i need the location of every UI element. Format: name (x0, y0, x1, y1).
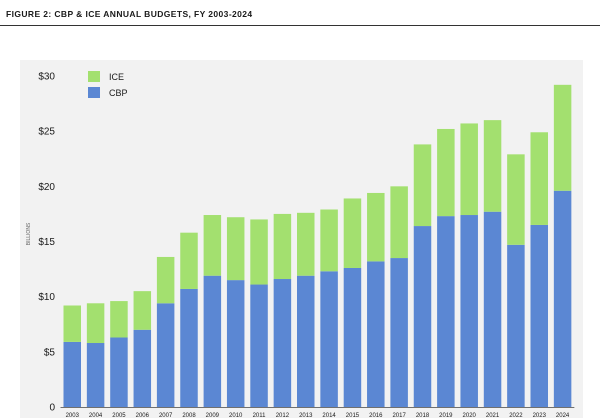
x-tick-label: 2020 (463, 413, 477, 418)
bar-cbp-2014 (320, 271, 338, 407)
x-tick-label: 2009 (206, 413, 220, 418)
x-tick-label: 2005 (112, 413, 126, 418)
y-tick-label: $10 (38, 292, 55, 303)
bar-cbp-2022 (507, 244, 525, 407)
x-tick-label: 2018 (416, 413, 430, 418)
bar-ice-2019 (437, 128, 455, 217)
x-tick-label: 2014 (322, 413, 336, 418)
bar-ice-2012 (273, 213, 292, 280)
x-tick-label: 2021 (486, 413, 500, 418)
figure-title: FIGURE 2: CBP & ICE ANNUAL BUDGETS, FY 2… (6, 9, 253, 19)
bar-cbp-2019 (437, 216, 455, 407)
bar-ice-2005 (110, 301, 128, 338)
bar-cbp-2015 (343, 267, 362, 407)
bar-cbp-2008 (180, 288, 198, 407)
legend-swatch-cbp (88, 87, 100, 98)
bar-cbp-2013 (297, 275, 315, 407)
x-tick-label: 2015 (346, 413, 360, 418)
bar-ice-2016 (367, 192, 385, 262)
x-tick-label: 2011 (253, 413, 267, 418)
x-tick-label: 2008 (182, 413, 196, 418)
bar-ice-2006 (133, 291, 152, 330)
bar-ice-2017 (390, 186, 408, 259)
y-tick-label: $25 (38, 127, 55, 138)
x-tick-label: 2007 (159, 413, 173, 418)
x-tick-label: 2010 (229, 413, 243, 418)
bar-ice-2020 (460, 123, 478, 216)
x-tick-label: 2013 (299, 413, 313, 418)
legend-label-cbp: CBP (109, 88, 128, 98)
bar-cbp-2017 (390, 258, 408, 407)
legend-swatch-ice (88, 71, 100, 82)
bar-cbp-2011 (250, 284, 268, 407)
x-tick-label: 2006 (136, 413, 150, 418)
bar-cbp-2010 (226, 280, 245, 407)
x-tick-label: 2016 (369, 413, 383, 418)
bar-ice-2009 (203, 215, 222, 276)
bar-cbp-2021 (483, 211, 502, 407)
bar-ice-2015 (343, 198, 362, 268)
x-axis: 2003 2004 2005 2006 2007 2008 2009 2010 2011 2012… (60, 407, 575, 418)
bar-ice-2021 (483, 120, 502, 212)
bar-ice-2013 (297, 212, 315, 276)
bar-ice-2018 (413, 144, 432, 227)
y-tick-label: $15 (38, 237, 55, 248)
bar-cbp-2018 (413, 226, 432, 407)
y-tick-label: $30 (38, 72, 55, 83)
bar-cbp-2016 (367, 261, 385, 407)
y-axis-label: BILLIONS (26, 222, 32, 245)
x-tick-label: 2012 (276, 413, 290, 418)
x-tick-label: 2022 (509, 413, 523, 418)
y-tick-label: $20 (38, 182, 55, 193)
bar-cbp-2020 (460, 215, 478, 407)
x-tick-label: 2024 (556, 413, 570, 418)
bar-ice-2023 (530, 132, 548, 225)
bar-cbp-2009 (203, 275, 222, 407)
x-tick-label: 2003 (66, 413, 80, 418)
x-tick-label: 2004 (89, 413, 103, 418)
bar-ice-2014 (320, 209, 338, 272)
bar-ice-2011 (250, 219, 268, 285)
x-tick-label: 2017 (392, 413, 406, 418)
y-tick-label: 0 (49, 403, 55, 414)
x-tick-label: 2019 (439, 413, 453, 418)
bar-cbp-2003 (63, 341, 81, 407)
bar-ice-2003 (63, 305, 81, 342)
x-tick-label: 2023 (533, 413, 547, 418)
bar-cbp-2006 (133, 329, 152, 407)
legend-label-ice: ICE (109, 72, 124, 82)
bar-ice-2008 (180, 232, 198, 289)
title-rule (0, 25, 600, 26)
y-tick-label: $5 (44, 347, 56, 358)
legend: ICE CBP (88, 71, 128, 98)
bar-ice-2004 (86, 303, 105, 344)
bar-cbp-2005 (110, 337, 128, 407)
bar-cbp-2012 (273, 279, 292, 407)
bar-cbp-2024 (553, 190, 572, 407)
bar-ice-2010 (226, 217, 245, 281)
bar-ice-2007 (156, 256, 175, 304)
y-axis: 0 $5 $10 $15 $20 $25 $30 BILLIONS (26, 72, 55, 414)
bar-cbp-2023 (530, 224, 548, 407)
bar-cbp-2007 (156, 303, 175, 407)
bars (63, 84, 572, 407)
bar-ice-2024 (553, 84, 572, 191)
bar-ice-2022 (507, 154, 525, 245)
bar-cbp-2004 (86, 343, 105, 407)
